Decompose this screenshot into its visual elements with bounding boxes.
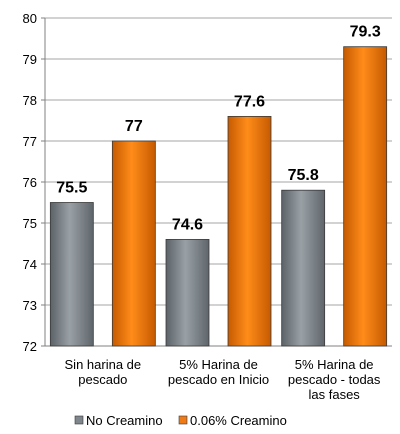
- legend-label-creamino: 0.06% Creamino: [190, 413, 287, 428]
- bar-no-creamino-3: [281, 189, 326, 347]
- legend-swatch-creamino: [178, 415, 188, 425]
- y-tick-label: 79: [23, 52, 37, 67]
- category-label-line: pescado: [78, 372, 127, 387]
- bar-creamino-1: [111, 140, 156, 347]
- data-label: 77.6: [234, 93, 265, 110]
- category-label: Sin harina de pescado: [65, 357, 142, 387]
- data-label: 77: [125, 118, 143, 135]
- y-tick-label: 77: [23, 134, 37, 149]
- category-label-line: 5% Harina de: [295, 357, 374, 372]
- legend: No Creamino 0.06% Creamino: [74, 413, 287, 428]
- category-label-line: 5% Harina de: [179, 357, 258, 372]
- y-tick-label: 74: [23, 257, 37, 272]
- y-tick-label: 78: [23, 93, 37, 108]
- category-label-line: pescado en Inicio: [168, 372, 269, 387]
- bar-creamino-2: [227, 116, 272, 347]
- data-label: 75.8: [288, 167, 319, 184]
- y-tick-label: 80: [23, 11, 37, 26]
- category-label: 5% Harina de pescado - todas las fases: [288, 357, 381, 402]
- bar-no-creamino-1: [49, 202, 94, 347]
- legend-label-no-creamino: No Creamino: [86, 413, 163, 428]
- y-tick-label: 72: [23, 339, 37, 354]
- data-label: 74.6: [172, 216, 203, 233]
- axes: [41, 17, 392, 347]
- y-tick-label: 75: [23, 216, 37, 231]
- legend-swatch-no-creamino: [74, 415, 84, 425]
- bar-no-creamino-2: [165, 238, 210, 347]
- y-tick-label: 76: [23, 175, 37, 190]
- bar-creamino-3: [343, 46, 388, 347]
- y-tick-label: 73: [23, 298, 37, 313]
- category-label-line: las fases: [309, 387, 361, 402]
- data-label: 75.5: [56, 180, 87, 197]
- category-label: 5% Harina de pescado en Inicio: [168, 357, 269, 387]
- data-labels: 75.5 77 74.6 77.6 75.8 79.3: [56, 24, 381, 234]
- gridlines: [45, 17, 392, 306]
- y-tick-labels: 72 73 74 75 76 77 78 79 80: [23, 11, 37, 354]
- data-label: 79.3: [350, 24, 381, 41]
- category-label-line: pescado - todas: [288, 372, 381, 387]
- category-label-line: Sin harina de: [65, 357, 142, 372]
- bars: [49, 46, 388, 347]
